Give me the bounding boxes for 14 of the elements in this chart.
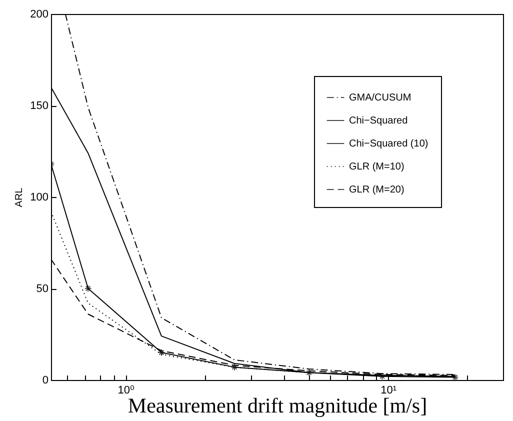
y-tick-label: 100: [30, 192, 48, 204]
legend-label: GLR (M=10): [349, 162, 404, 172]
y-tick-label: 150: [30, 100, 48, 112]
x-tick-label: 10⁰: [118, 384, 135, 396]
legend-label: GLR (M=20): [349, 184, 404, 196]
legend-label: Chi−Squared (10): [349, 138, 428, 150]
y-axis-title: ARL: [14, 187, 26, 208]
y-tick-label: 0: [42, 374, 48, 386]
legend-label: Chi−Squared: [349, 116, 408, 126]
y-tick-label: 50: [36, 283, 48, 295]
y-tick-label: 200: [30, 8, 48, 20]
x-tick-label: 10¹: [380, 384, 397, 396]
x-axis-title: Measurement drift magnitude [m/s]: [128, 394, 428, 418]
legend-label: GMA/CUSUM: [349, 92, 412, 104]
